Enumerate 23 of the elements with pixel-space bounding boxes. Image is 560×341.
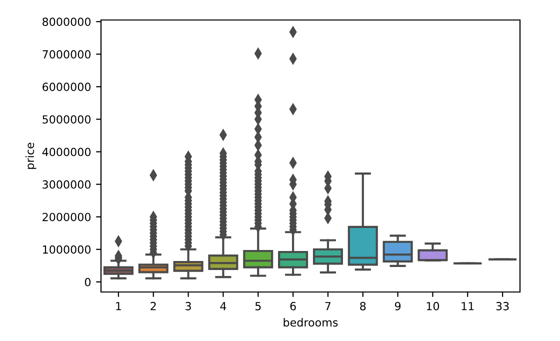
x-tick-label: 33: [496, 302, 509, 310]
y-tick-label: 4000000: [42, 148, 91, 156]
x-tick-label: 10: [426, 302, 440, 310]
x-axis-title: bedrooms: [284, 318, 338, 327]
x-tick-label: 5: [255, 302, 261, 310]
y-tick-label: 5000000: [42, 115, 91, 124]
y-tick-label: 8000000: [42, 18, 91, 26]
x-tick-label: 4: [220, 302, 226, 310]
x-tick-label: 3: [186, 302, 191, 310]
y-axis-title: price: [25, 142, 36, 169]
y-tick-label: 3000000: [42, 180, 91, 189]
y-tick-label: 1000000: [43, 245, 91, 254]
x-tick-label: 9: [394, 302, 401, 310]
y-tick-label: 0: [84, 278, 91, 286]
x-tick-label: 8: [360, 302, 366, 310]
x-tick-label: 1: [116, 302, 121, 310]
y-tick-label: 2000000: [42, 212, 91, 222]
x-tick-label: 7: [325, 302, 331, 310]
y-tick-label: 6000000: [42, 82, 91, 92]
y-tick-label: 7000000: [42, 50, 91, 59]
x-tick-label: 2: [150, 302, 156, 310]
x-tick-label: 6: [290, 302, 296, 310]
x-tick-label: 11: [462, 302, 474, 310]
